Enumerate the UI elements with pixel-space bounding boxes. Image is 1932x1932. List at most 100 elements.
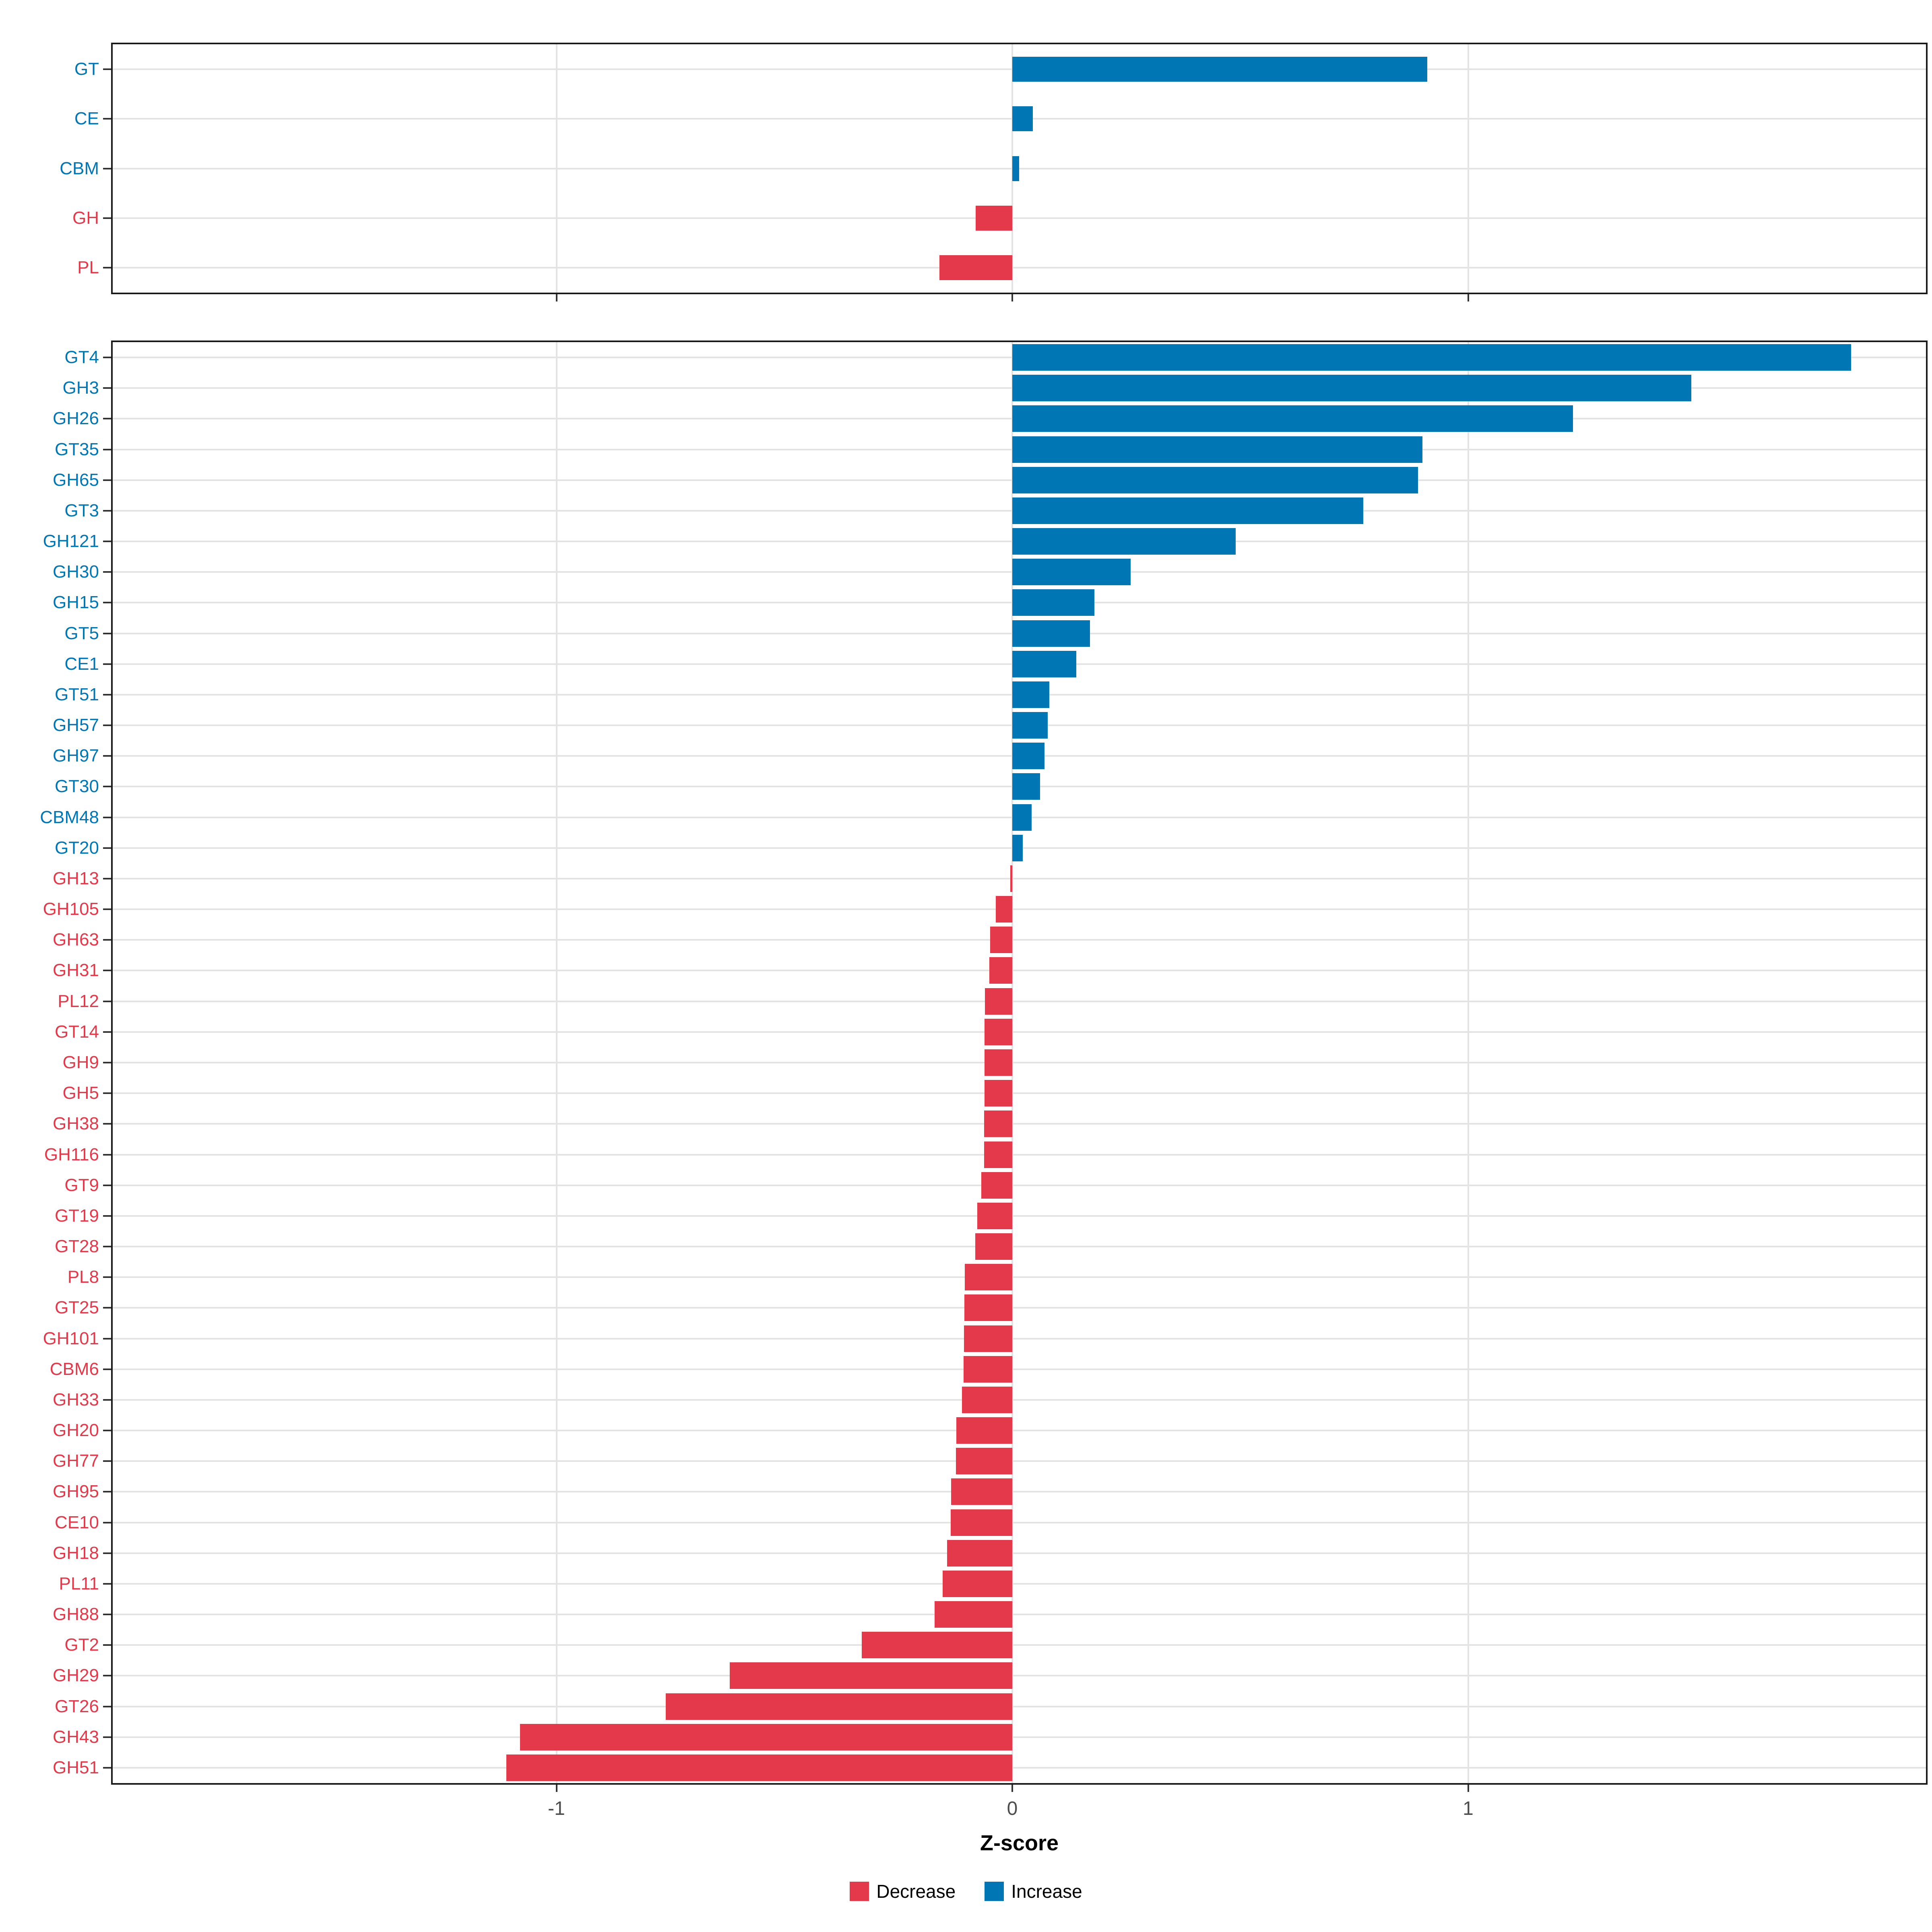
y-tick-mark <box>103 167 113 169</box>
bar-GH20 <box>956 1417 1012 1444</box>
legend-key-increase: Increase <box>985 1880 1082 1902</box>
y-axis-label-GH43: GH43 <box>53 1727 99 1747</box>
y-tick-mark <box>103 1338 113 1340</box>
legend-label-decrease: Decrease <box>876 1881 956 1902</box>
bar-GH101 <box>964 1325 1012 1352</box>
y-tick-mark <box>103 267 113 269</box>
y-gridline <box>113 1491 1926 1493</box>
y-gridline <box>113 1184 1926 1186</box>
y-axis-label-GT4: GT4 <box>64 347 99 367</box>
y-gridline <box>113 1000 1926 1002</box>
y-tick-mark <box>103 1062 113 1063</box>
y-tick-mark <box>103 1246 113 1248</box>
y-gridline <box>113 1123 1926 1125</box>
bar-GH63 <box>990 927 1012 954</box>
y-axis-label-GT: GT <box>74 59 99 79</box>
bar-GT14 <box>984 1018 1012 1045</box>
y-axis-label-GH3: GH3 <box>62 378 99 398</box>
y-tick-mark <box>103 1614 113 1616</box>
y-gridline <box>113 908 1926 910</box>
bar-GT5 <box>1012 620 1090 647</box>
y-axis-label-GH57: GH57 <box>53 715 99 735</box>
y-axis-label-GH105: GH105 <box>43 899 99 919</box>
y-tick-mark <box>103 1521 113 1523</box>
y-axis-label-GT30: GT30 <box>54 776 99 797</box>
y-axis-label-PL8: PL8 <box>67 1267 99 1287</box>
y-tick-mark <box>103 1154 113 1156</box>
y-axis-label-GH20: GH20 <box>53 1420 99 1441</box>
bar-GT30 <box>1012 773 1040 800</box>
bar-GH31 <box>989 957 1012 984</box>
bar-GH51 <box>506 1754 1012 1781</box>
bar-GT2 <box>862 1632 1012 1659</box>
x-tick-label: 0 <box>1007 1798 1018 1819</box>
x-tick-mark <box>555 1783 557 1792</box>
y-tick-mark <box>103 1368 113 1370</box>
x-tick-label: -1 <box>548 1798 565 1819</box>
bar-GH116 <box>984 1141 1012 1168</box>
y-axis-label-GT26: GT26 <box>54 1696 99 1716</box>
y-axis-label-GH101: GH101 <box>43 1328 99 1348</box>
y-tick-mark <box>103 1491 113 1493</box>
x-axis-title: Z-score <box>980 1831 1059 1855</box>
bar-GT35 <box>1012 436 1423 463</box>
x-tick-mark <box>1011 1783 1013 1792</box>
bar-GT3 <box>1012 497 1364 524</box>
bar-PL <box>939 255 1012 281</box>
y-tick-mark <box>103 632 113 634</box>
bar-CBM <box>1012 156 1019 181</box>
x-tick-mark <box>1467 1783 1469 1792</box>
y-axis-label-CBM48: CBM48 <box>40 807 99 827</box>
y-gridline <box>113 1062 1926 1063</box>
bar-GT28 <box>975 1233 1012 1260</box>
bar-GT <box>1012 56 1427 82</box>
y-axis-label-GH31: GH31 <box>53 960 99 980</box>
y-tick-mark <box>103 418 113 420</box>
bar-PL12 <box>985 988 1012 1015</box>
y-axis-label-PL11: PL11 <box>59 1573 99 1593</box>
bar-GH43 <box>520 1724 1012 1750</box>
bar-GT26 <box>666 1693 1012 1720</box>
y-tick-mark <box>103 1307 113 1309</box>
bar-PL8 <box>965 1264 1012 1291</box>
y-tick-mark <box>103 663 113 665</box>
y-axis-label-GT25: GT25 <box>54 1298 99 1318</box>
y-axis-label-GH38: GH38 <box>53 1114 99 1134</box>
y-tick-mark <box>103 1552 113 1554</box>
y-tick-mark <box>103 1399 113 1401</box>
bar-GH88 <box>935 1601 1012 1628</box>
y-tick-mark <box>103 118 113 120</box>
y-gridline <box>113 1583 1926 1585</box>
legend-key-decrease: Decrease <box>850 1880 956 1902</box>
y-tick-mark <box>103 1675 113 1677</box>
y-gridline <box>113 1552 1926 1554</box>
y-axis-label-CBM: CBM <box>60 158 99 178</box>
bar-GH105 <box>996 896 1012 923</box>
bar-GH38 <box>984 1110 1012 1137</box>
bottom-panel-border <box>111 341 1928 1785</box>
y-gridline <box>113 1368 1926 1370</box>
y-gridline <box>113 1430 1926 1432</box>
y-gridline <box>113 1092 1926 1094</box>
bar-GH3 <box>1012 375 1692 402</box>
bar-PL11 <box>942 1570 1012 1597</box>
y-tick-mark <box>103 1736 113 1738</box>
y-axis-label-GT9: GT9 <box>64 1175 99 1195</box>
y-gridline <box>113 970 1926 972</box>
y-tick-mark <box>103 217 113 219</box>
y-tick-mark <box>103 1583 113 1585</box>
legend: Decrease Increase <box>0 1880 1932 1902</box>
legend-label-increase: Increase <box>1011 1881 1082 1902</box>
y-gridline <box>113 1338 1926 1340</box>
bar-GH57 <box>1012 712 1048 739</box>
y-tick-mark <box>103 1092 113 1094</box>
y-axis-label-GH121: GH121 <box>43 531 99 551</box>
bar-GH15 <box>1012 589 1094 616</box>
y-tick-mark <box>103 970 113 972</box>
y-tick-mark <box>103 847 113 849</box>
y-axis-label-GT2: GT2 <box>64 1635 99 1655</box>
y-axis-label-GH77: GH77 <box>53 1451 99 1471</box>
y-axis-label-CE1: CE1 <box>64 654 99 674</box>
bar-GH77 <box>956 1448 1012 1475</box>
y-axis-label-GH30: GH30 <box>53 562 99 582</box>
